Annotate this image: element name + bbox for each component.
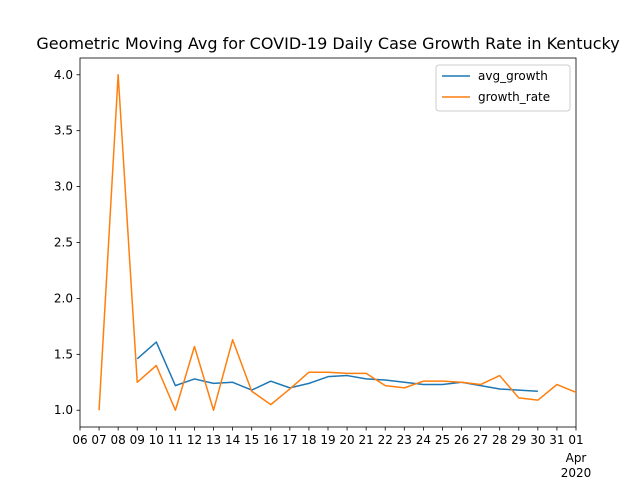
x-tick-label: 26 bbox=[454, 433, 469, 447]
legend-label-growth-rate: growth_rate bbox=[478, 90, 550, 104]
x-tick-label: 11 bbox=[168, 433, 183, 447]
x-tick-label: 25 bbox=[435, 433, 450, 447]
x-tick-label: 17 bbox=[282, 433, 297, 447]
y-tick-label: 2.5 bbox=[54, 236, 73, 250]
y-tick-label: 1.0 bbox=[54, 403, 73, 417]
x-tick-label: 10 bbox=[149, 433, 164, 447]
x-tick-label: 12 bbox=[187, 433, 202, 447]
x-tick-label: 08 bbox=[111, 433, 126, 447]
x-tick-label: 09 bbox=[130, 433, 145, 447]
x-tick-label: 24 bbox=[416, 433, 431, 447]
x-tick-label: 29 bbox=[511, 433, 526, 447]
x-tick-label: 22 bbox=[378, 433, 393, 447]
y-tick-label: 3.0 bbox=[54, 180, 73, 194]
x-tick-label: 16 bbox=[263, 433, 278, 447]
y-tick-label: 1.5 bbox=[54, 347, 73, 361]
x-tick-label: 23 bbox=[397, 433, 412, 447]
y-tick-label: 4.0 bbox=[54, 68, 73, 82]
x-tick-label: 18 bbox=[301, 433, 316, 447]
x-tick-label: 07 bbox=[91, 433, 106, 447]
x-tick-label: 30 bbox=[530, 433, 545, 447]
x-secondary-tick-label: 2020 bbox=[561, 466, 592, 480]
x-tick-label: 06 bbox=[72, 433, 87, 447]
y-tick-label: 2.0 bbox=[54, 291, 73, 305]
legend-label-avg-growth: avg_growth bbox=[478, 69, 548, 83]
x-tick-label: 01 bbox=[568, 433, 583, 447]
x-tick-label: 31 bbox=[549, 433, 564, 447]
x-secondary-tick-label: Apr bbox=[566, 451, 587, 465]
x-tick-label: 27 bbox=[473, 433, 488, 447]
legend: avg_growth growth_rate bbox=[435, 64, 571, 112]
y-tick-label: 3.5 bbox=[54, 124, 73, 138]
chart-title: Geometric Moving Avg for COVID-19 Daily … bbox=[36, 34, 619, 53]
x-tick-label: 14 bbox=[225, 433, 240, 447]
series-line-growth-rate bbox=[98, 74, 577, 411]
x-tick-label: 15 bbox=[244, 433, 259, 447]
x-tick-label: 20 bbox=[339, 433, 354, 447]
x-tick-label: 28 bbox=[492, 433, 507, 447]
x-tick-label: 19 bbox=[320, 433, 335, 447]
x-tick-label: 13 bbox=[206, 433, 221, 447]
x-tick-label: 21 bbox=[359, 433, 374, 447]
